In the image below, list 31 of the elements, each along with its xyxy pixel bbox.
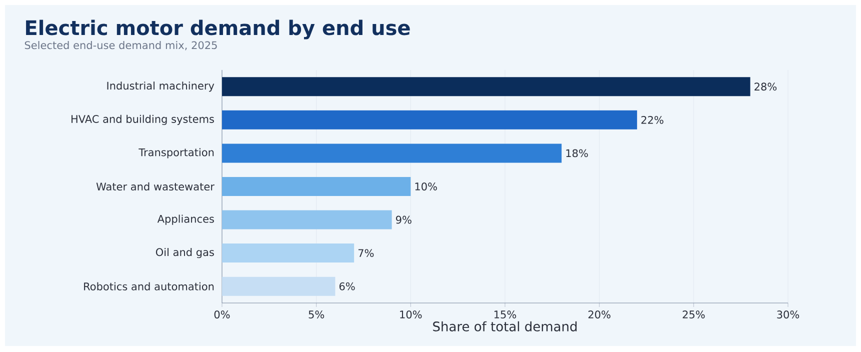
y-tick-label: Appliances (157, 214, 214, 225)
x-tick-label: 25% (682, 310, 705, 318)
y-tick-label: Water and wastewater (96, 182, 214, 191)
data-label: 9% (396, 216, 412, 224)
y-tick-label: Industrial machinery (107, 82, 214, 92)
data-label: 7% (358, 249, 374, 258)
data-label: 22% (641, 116, 664, 124)
data-label: 18% (566, 149, 588, 158)
bar (222, 77, 750, 96)
bar (222, 110, 638, 130)
bar (222, 244, 354, 263)
x-tick-label: 20% (588, 310, 610, 318)
text: Selected end-use demand mix, 2025 (24, 41, 217, 50)
bar (222, 176, 411, 196)
data-label: 6% (339, 282, 355, 290)
x-tick-label: 15% (494, 310, 516, 318)
y-tick-label: Transportation (138, 148, 214, 158)
y-tick-label: Oil and gas (156, 248, 214, 258)
x-tick-label: 5% (308, 310, 324, 318)
y-tick-label: Robotics and automation (84, 282, 214, 290)
x-tick-label: 10% (400, 310, 422, 318)
chart-title: Electric motor demand by end use (26, 20, 410, 40)
bar (222, 276, 336, 296)
data-label: 10% (415, 182, 437, 190)
data-label: 28% (754, 82, 777, 91)
x-tick-label: 30% (777, 310, 800, 318)
bar (222, 210, 392, 230)
x-axis-title: Share of total demand (433, 321, 577, 332)
bar (222, 144, 562, 163)
x-tick-label: 0% (214, 310, 230, 318)
y-tick-label: HVAC and building systems (72, 114, 214, 125)
